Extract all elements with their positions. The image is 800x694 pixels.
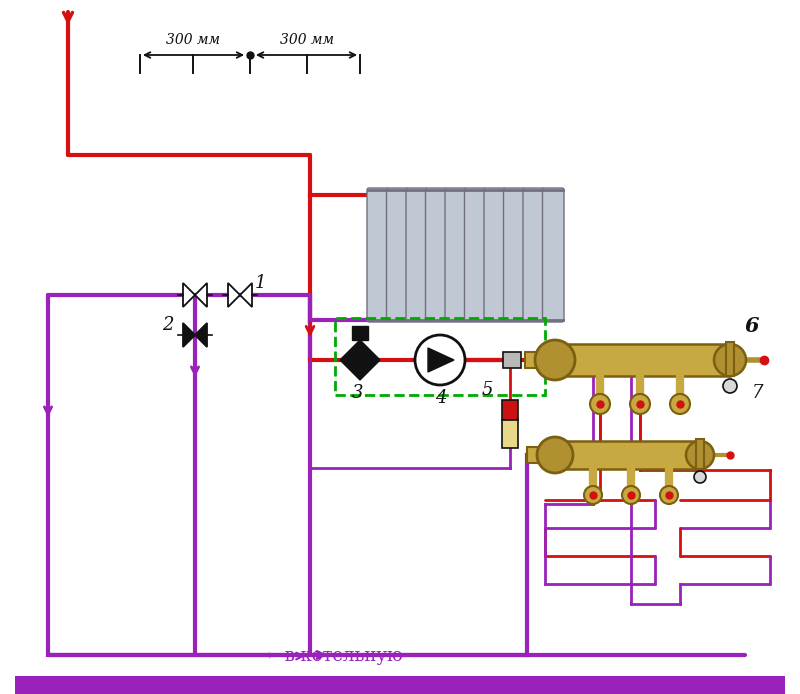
Circle shape (723, 379, 737, 393)
FancyBboxPatch shape (484, 188, 506, 322)
Polygon shape (195, 283, 207, 307)
Text: 5: 5 (482, 381, 494, 399)
FancyBboxPatch shape (406, 188, 427, 322)
Text: →  в котельную: → в котельную (258, 647, 402, 665)
Circle shape (537, 437, 573, 473)
Text: 2: 2 (162, 316, 174, 334)
Text: 4: 4 (435, 389, 446, 407)
Circle shape (686, 441, 714, 469)
FancyBboxPatch shape (523, 188, 545, 322)
FancyBboxPatch shape (542, 188, 564, 322)
Circle shape (630, 394, 650, 414)
Circle shape (535, 340, 575, 380)
Polygon shape (183, 283, 195, 307)
Text: 300 мм: 300 мм (166, 33, 220, 47)
Text: 3: 3 (352, 384, 363, 402)
Text: 6: 6 (744, 316, 758, 336)
Bar (525, 352, 555, 368)
Polygon shape (183, 323, 195, 347)
FancyBboxPatch shape (426, 188, 447, 322)
Circle shape (584, 486, 602, 504)
Circle shape (714, 344, 746, 376)
Polygon shape (340, 340, 380, 380)
Bar (335, 318, 545, 395)
Text: 1: 1 (255, 274, 266, 292)
Polygon shape (195, 323, 207, 347)
FancyBboxPatch shape (445, 188, 466, 322)
Bar (696, 439, 704, 469)
Text: 300 мм: 300 мм (280, 33, 334, 47)
FancyBboxPatch shape (465, 188, 486, 322)
Bar (502, 400, 518, 420)
FancyBboxPatch shape (503, 188, 525, 322)
Bar (503, 352, 521, 368)
Text: 7: 7 (752, 384, 763, 402)
Circle shape (694, 471, 706, 483)
Bar (555, 344, 730, 376)
Circle shape (590, 394, 610, 414)
Bar (726, 342, 734, 376)
Polygon shape (428, 348, 454, 372)
Polygon shape (228, 283, 240, 307)
Bar (352, 326, 368, 340)
Bar (555, 441, 700, 469)
Circle shape (660, 486, 678, 504)
FancyBboxPatch shape (367, 188, 389, 322)
Bar (15, 676, 785, 694)
Circle shape (670, 394, 690, 414)
FancyBboxPatch shape (386, 188, 408, 322)
Bar (527, 447, 555, 463)
Circle shape (622, 486, 640, 504)
Circle shape (415, 335, 465, 385)
Polygon shape (240, 283, 252, 307)
Bar (502, 420, 518, 448)
